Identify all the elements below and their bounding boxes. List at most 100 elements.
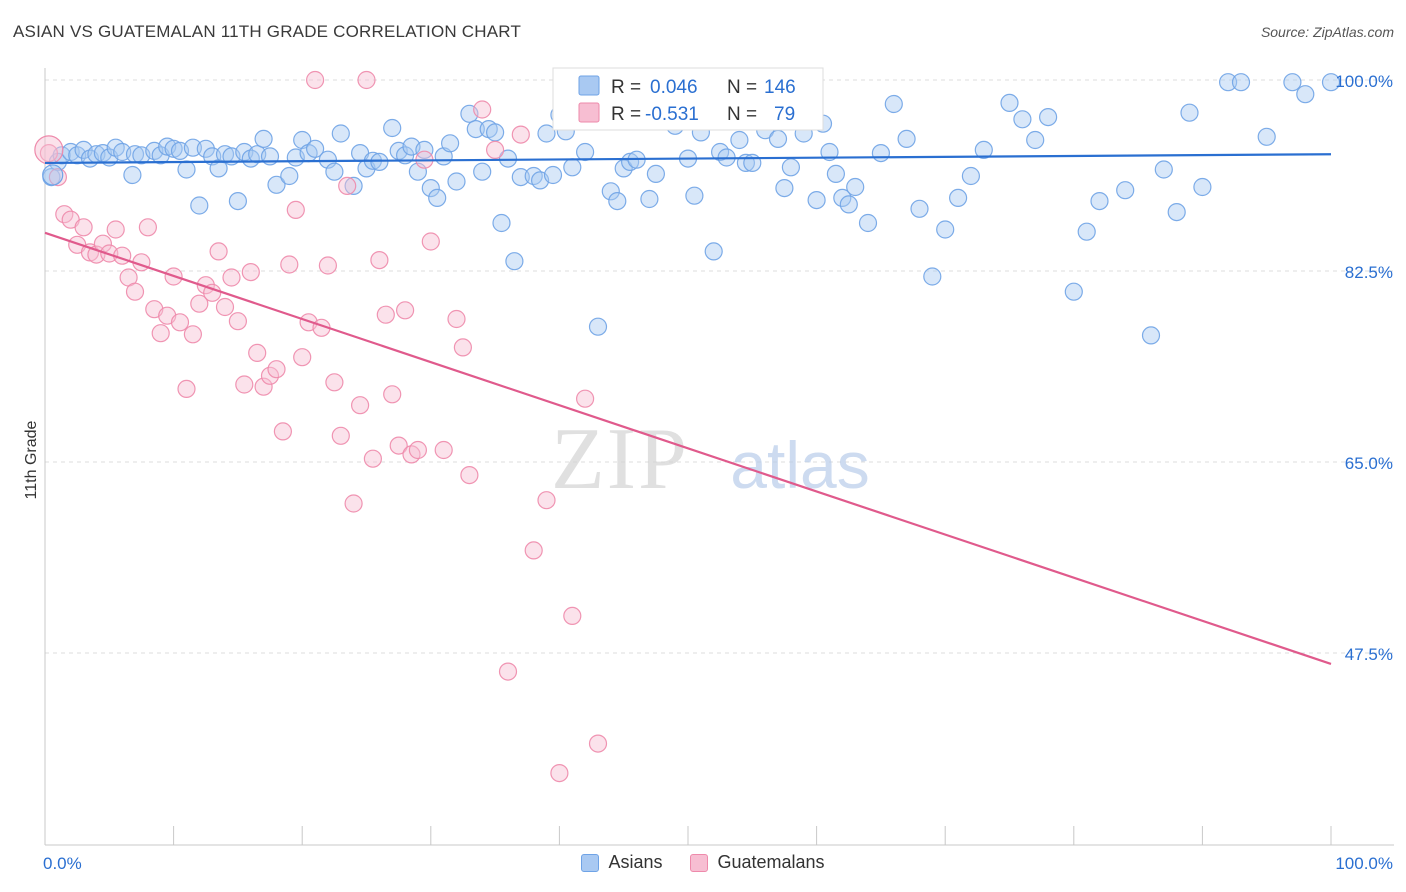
point-asians: [183, 138, 202, 157]
point-asians: [781, 158, 801, 177]
point-guatemalans: [196, 276, 215, 295]
legend-swatch-guatemalans: [690, 853, 709, 872]
stats-legend: R = 0.046 N = 146 R = -0.531 N = 79: [552, 67, 824, 131]
point-asians: [807, 191, 826, 210]
point-guatemalans: [286, 200, 305, 219]
point-guatemalans: [453, 338, 472, 357]
point-asians: [1038, 107, 1058, 127]
point-asians: [743, 153, 762, 172]
x-tick-label: 100.0%: [1335, 854, 1393, 873]
source-label: Source: ZipAtlas.com: [1260, 24, 1394, 40]
point-asians: [826, 164, 846, 183]
point-asians: [267, 175, 286, 194]
point-asians: [1180, 103, 1199, 122]
point-guatemalans: [550, 763, 569, 783]
point-guatemalans: [125, 282, 145, 301]
point-asians: [428, 188, 447, 207]
point-guatemalans: [389, 436, 408, 455]
bottom-legend: Asians Guatemalans: [0, 852, 1406, 873]
point-asians: [370, 152, 389, 171]
point-asians: [640, 189, 659, 209]
point-asians: [293, 130, 312, 150]
point-guatemalans: [338, 176, 357, 195]
point-asians: [1231, 73, 1251, 92]
point-asians: [858, 213, 878, 233]
stats-n-label-asians: N =: [727, 77, 757, 98]
axis-layer: [44, 68, 1394, 846]
stats-swatch-guatemalans: [578, 102, 600, 123]
point-asians: [1090, 192, 1109, 211]
trendline-asians: [44, 153, 1332, 165]
point-guatemalans: [260, 366, 280, 385]
point-guatemalans: [241, 263, 260, 282]
point-asians: [383, 118, 402, 138]
watermark: ZIP atlas: [551, 411, 870, 508]
point-asians: [42, 164, 64, 186]
point-guatemalans: [460, 466, 479, 485]
point-asians: [123, 165, 142, 185]
point-guatemalans: [235, 375, 254, 394]
point-guatemalans: [215, 297, 235, 317]
point-guatemalans: [363, 449, 382, 468]
point-asians: [505, 252, 524, 271]
point-guatemalans: [357, 70, 376, 90]
point-asians: [820, 142, 839, 162]
point-asians: [492, 213, 511, 233]
point-asians: [306, 139, 325, 158]
stats-n-label-guatemalans: N =: [727, 104, 757, 125]
stats-r-value-asians: 0.046: [650, 77, 698, 98]
point-asians: [897, 129, 916, 148]
point-asians: [833, 188, 852, 207]
point-asians: [1296, 85, 1315, 104]
point-asians: [331, 124, 350, 143]
point-asians: [846, 177, 865, 197]
point-asians: [974, 140, 993, 159]
point-guatemalans: [190, 294, 209, 313]
legend-item-guatemalans[interactable]: Guatemalans: [690, 852, 825, 873]
point-asians: [280, 166, 299, 186]
point-asians: [910, 199, 929, 218]
point-asians: [685, 186, 704, 205]
point-asians: [1193, 177, 1212, 197]
point-asians: [543, 165, 563, 185]
point-guatemalans: [325, 373, 344, 392]
point-guatemalans: [222, 268, 241, 287]
point-asians: [1321, 73, 1341, 92]
point-guatemalans: [563, 606, 582, 626]
point-guatemalans: [473, 100, 492, 119]
y-tick-label: 100.0%: [1335, 72, 1393, 91]
point-guatemalans: [228, 312, 247, 331]
point-guatemalans: [183, 325, 202, 344]
point-asians: [704, 242, 723, 261]
stats-r-value-guatemalans: -0.531: [645, 104, 699, 125]
point-asians: [936, 220, 955, 239]
point-guatemalans: [273, 422, 292, 441]
point-asians: [563, 158, 582, 177]
point-asians: [228, 192, 247, 211]
y-axis-label: 11th Grade: [23, 420, 40, 499]
point-guatemalans: [209, 242, 228, 261]
point-guatemalans: [248, 343, 267, 362]
point-asians: [575, 142, 595, 162]
stats-n-value-asians: 146: [764, 77, 796, 98]
x-tick-label: 0.0%: [43, 854, 82, 873]
point-guatemalans: [34, 135, 64, 165]
point-guatemalans: [138, 218, 157, 237]
y-tick-label: 65.0%: [1345, 454, 1393, 473]
legend-item-asians[interactable]: Asians: [581, 852, 662, 873]
point-asians: [1154, 160, 1173, 179]
y-tick-label: 82.5%: [1345, 263, 1393, 282]
stats-r-label-asians: R =: [611, 77, 641, 98]
point-guatemalans: [280, 255, 299, 274]
watermark-atlas: atlas: [730, 428, 869, 502]
point-guatemalans: [39, 144, 59, 163]
point-guatemalans: [344, 494, 363, 513]
legend-label-asians: Asians: [608, 852, 663, 872]
point-asians: [1141, 326, 1161, 345]
y-tick-label: 47.5%: [1345, 645, 1393, 664]
point-asians: [537, 124, 556, 143]
point-guatemalans: [106, 220, 125, 239]
chart-title: ASIAN VS GUATEMALAN 11TH GRADE CORRELATI…: [13, 22, 522, 41]
point-guatemalans: [434, 440, 453, 460]
